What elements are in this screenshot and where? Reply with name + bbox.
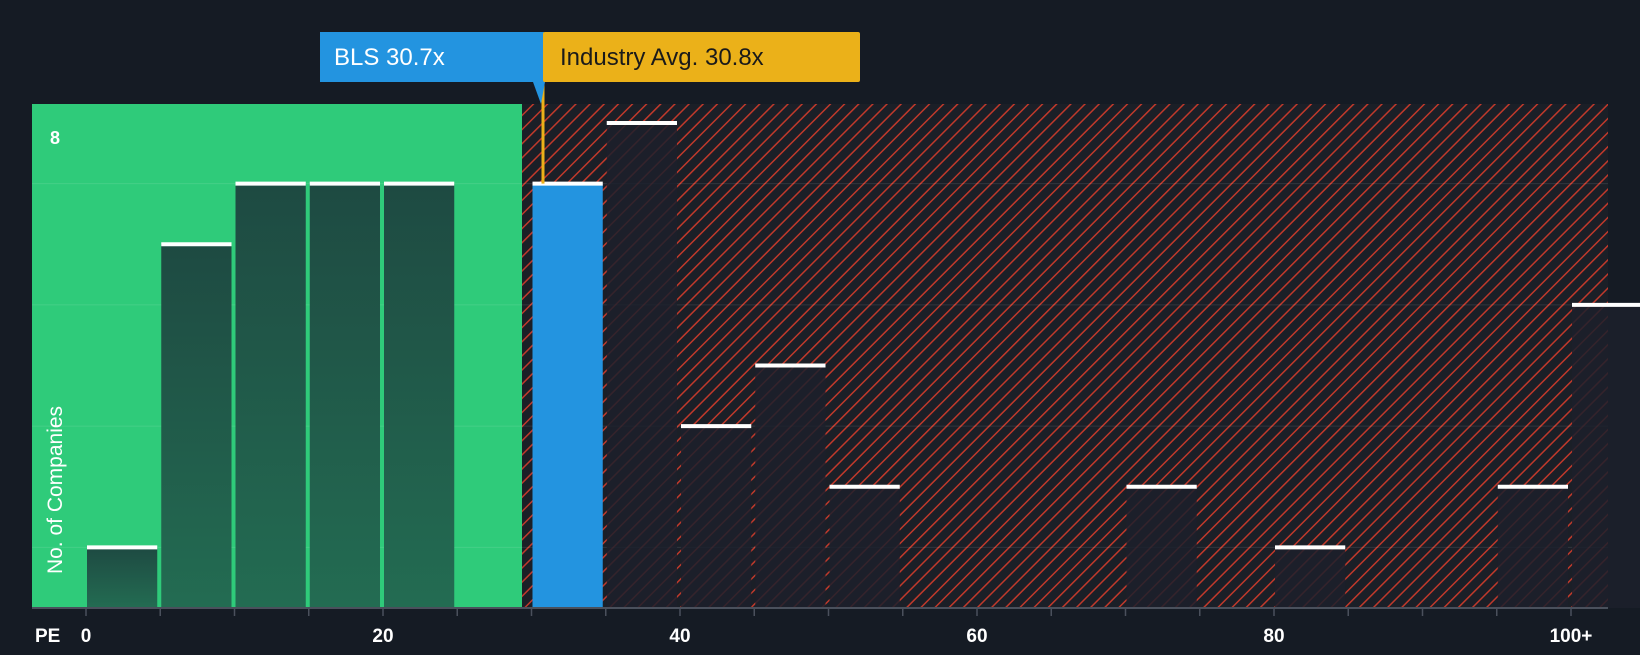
histogram-bar <box>606 123 677 608</box>
histogram-bar <box>681 426 752 608</box>
histogram-bar <box>755 365 826 608</box>
bar-cap <box>755 363 826 368</box>
y-tick-label: 8 <box>50 128 60 148</box>
bar-cap <box>87 545 158 550</box>
x-tick-label: 20 <box>372 626 393 647</box>
x-tick-label: 80 <box>1263 626 1284 647</box>
bar-cap <box>681 424 752 429</box>
histogram-bar <box>161 244 232 608</box>
industry-badge-label: Industry Avg. 30.8x <box>560 44 764 71</box>
histogram-bar <box>87 547 158 608</box>
x-axis-label: PE <box>35 626 60 647</box>
histogram-bar <box>384 183 455 608</box>
histogram-bar <box>1497 486 1568 608</box>
bar-cap <box>1497 484 1568 489</box>
bar-cap <box>829 484 900 489</box>
bar-cap <box>532 181 603 186</box>
company-badge <box>320 32 544 82</box>
bar-cap <box>384 181 455 186</box>
bar-cap <box>1572 302 1640 307</box>
industry-badge <box>543 32 860 82</box>
bar-cap <box>161 242 232 247</box>
histogram-bar <box>309 183 380 608</box>
x-tick-label: 40 <box>669 626 690 647</box>
x-tick-label: 0 <box>81 626 92 647</box>
x-tick-label: 100+ <box>1550 626 1593 647</box>
company-badge-label: BLS 30.7x <box>334 44 445 71</box>
x-tick-label: 60 <box>966 626 987 647</box>
histogram-bar <box>1572 304 1640 608</box>
histogram-bar <box>1275 547 1346 608</box>
bar-cap <box>1275 545 1346 550</box>
histogram-bar <box>235 183 306 608</box>
company-badge-pointer <box>533 82 545 104</box>
y-axis-label: No. of Companies <box>44 406 67 574</box>
histogram-bar <box>1126 486 1197 608</box>
company-bar <box>532 183 603 608</box>
bar-cap <box>1126 484 1197 489</box>
histogram-bar <box>829 486 900 608</box>
bar-cap <box>309 181 380 186</box>
bar-cap <box>606 121 677 125</box>
bar-cap <box>235 181 306 186</box>
